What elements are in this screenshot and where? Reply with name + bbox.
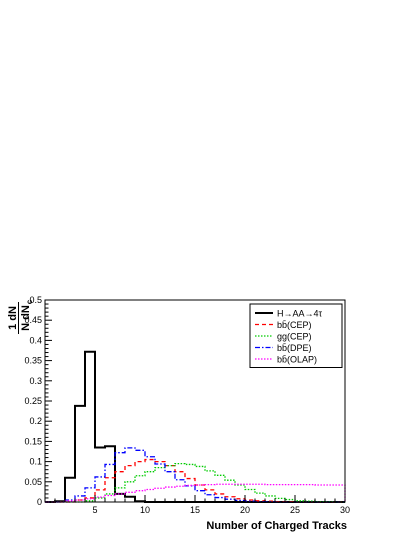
x-tick-label: 20 <box>240 505 250 515</box>
axes: 0 0.05 0.1 0.15 0.2 0.25 0.3 0.35 0.4 0.45 0.5 5 10 1… <box>24 295 350 515</box>
y-axis-label: 1 dN N dN c <box>7 299 34 334</box>
y-axis-label-denominator: N dN <box>20 305 32 331</box>
y-tick-label: 0.3 <box>29 376 42 386</box>
legend-label-0: H→AA→4τ <box>277 309 323 319</box>
legend-label-1: bb̄(CEP) <box>277 320 312 330</box>
x-axis-label: Number of Charged Tracks <box>206 520 347 532</box>
x-tick-label: 15 <box>190 505 200 515</box>
y-tick-label: 0.05 <box>24 477 42 487</box>
x-tick-label: 25 <box>290 505 300 515</box>
y-tick-label: 0.2 <box>29 416 42 426</box>
legend-label-3: bb̄(DPE) <box>277 343 312 353</box>
series-line-3 <box>45 447 345 503</box>
x-tick-label: 5 <box>92 505 97 515</box>
series-line-4 <box>45 483 346 503</box>
y-tick-label: 0.1 <box>29 457 42 467</box>
plot-area <box>45 350 346 503</box>
series-line-2 <box>45 462 345 503</box>
y-tick-label: 0.5 <box>29 295 42 305</box>
x-tick-label: 30 <box>340 505 350 515</box>
y-tick-label: 0.45 <box>24 315 42 325</box>
y-tick-label: 0.35 <box>24 356 42 366</box>
legend-label-4: bb̄(OLAP) <box>277 355 317 365</box>
y-tick-label: 0.15 <box>24 436 42 446</box>
y-axis-label-numerator: 1 dN <box>7 306 19 330</box>
y-tick-label: 0 <box>37 497 42 507</box>
y-tick-label: 0.4 <box>29 335 42 345</box>
y-axis-label-subscript: c <box>25 299 34 304</box>
legend-label-2: gg(CEP) <box>277 332 312 342</box>
x-tick-label: 10 <box>140 505 150 515</box>
y-tick-label: 0.25 <box>24 396 42 406</box>
